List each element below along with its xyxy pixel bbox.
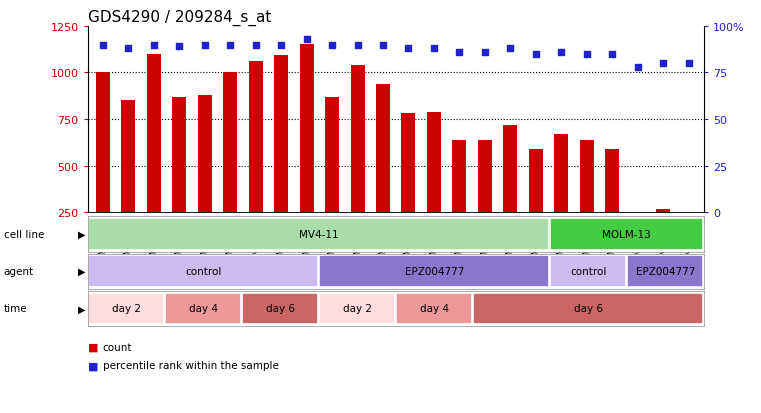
Point [173, 44, 185, 50]
Point [275, 42, 287, 49]
Bar [319, 256, 549, 287]
Text: day 2: day 2 [112, 304, 141, 314]
Point [352, 42, 364, 49]
Bar [351, 66, 365, 259]
Text: control: control [185, 266, 221, 277]
Text: ■: ■ [88, 342, 98, 352]
Bar [452, 140, 466, 259]
Point [428, 46, 440, 52]
Bar [605, 150, 619, 259]
Text: day 6: day 6 [574, 304, 603, 314]
Bar [88, 218, 549, 250]
Text: agent: agent [4, 266, 34, 277]
Point [657, 61, 669, 67]
Point [224, 42, 236, 49]
Text: GDS4290 / 209284_s_at: GDS4290 / 209284_s_at [88, 9, 271, 26]
Point [505, 46, 517, 52]
Text: day 6: day 6 [266, 304, 295, 314]
Bar [631, 216, 645, 259]
Bar [121, 101, 135, 259]
Point [148, 42, 160, 49]
Text: control: control [570, 266, 607, 277]
Bar [627, 256, 703, 287]
Bar [550, 218, 703, 250]
Bar [503, 125, 517, 259]
Bar [300, 45, 314, 259]
Bar [396, 293, 473, 325]
Text: ■: ■ [88, 361, 98, 370]
Point [683, 61, 695, 67]
Bar [88, 293, 164, 325]
Text: time: time [4, 304, 27, 314]
Point [454, 50, 466, 56]
Bar [172, 97, 186, 259]
Text: ▶: ▶ [78, 266, 85, 277]
Bar [147, 55, 161, 259]
Bar [274, 56, 288, 259]
Point [301, 36, 313, 43]
Point [581, 51, 593, 58]
Bar [402, 114, 416, 259]
Text: day 2: day 2 [342, 304, 371, 314]
Text: MOLM-13: MOLM-13 [603, 229, 651, 240]
Bar [550, 256, 626, 287]
Text: count: count [103, 342, 132, 352]
Point [250, 42, 262, 49]
Bar [427, 112, 441, 259]
Point [607, 51, 619, 58]
Point [530, 51, 542, 58]
Bar [319, 293, 395, 325]
Text: MV4-11: MV4-11 [299, 229, 339, 240]
Point [556, 50, 568, 56]
Bar [473, 293, 703, 325]
Bar [165, 293, 241, 325]
Bar [88, 256, 318, 287]
Bar [656, 210, 670, 259]
Text: percentile rank within the sample: percentile rank within the sample [103, 361, 279, 370]
Bar [529, 150, 543, 259]
Bar [198, 95, 212, 259]
Text: EPZ004777: EPZ004777 [635, 266, 695, 277]
Bar [376, 84, 390, 259]
Text: ▶: ▶ [78, 229, 85, 240]
Bar [554, 135, 568, 259]
Text: EPZ004777: EPZ004777 [405, 266, 464, 277]
Point [377, 42, 389, 49]
Text: ▶: ▶ [78, 304, 85, 314]
Text: day 4: day 4 [420, 304, 449, 314]
Bar [96, 73, 110, 259]
Text: cell line: cell line [4, 229, 44, 240]
Text: day 4: day 4 [189, 304, 218, 314]
Bar [478, 140, 492, 259]
Point [403, 46, 415, 52]
Point [199, 42, 211, 49]
Bar [249, 62, 263, 259]
Bar [580, 140, 594, 259]
Bar [242, 293, 318, 325]
Bar [325, 97, 339, 259]
Bar [682, 215, 696, 259]
Point [326, 42, 338, 49]
Point [97, 42, 109, 49]
Point [632, 64, 644, 71]
Point [479, 50, 491, 56]
Bar [223, 73, 237, 259]
Point [123, 46, 135, 52]
